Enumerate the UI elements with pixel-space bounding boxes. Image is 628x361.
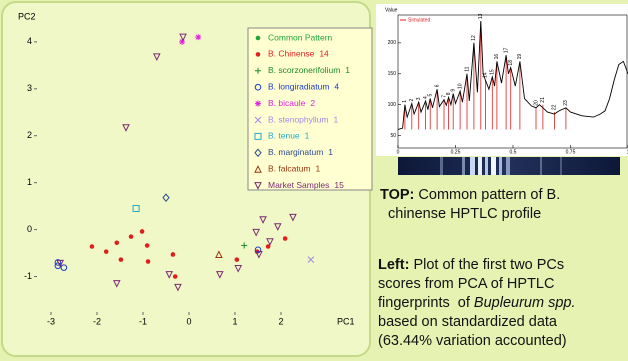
y-tick-label: 1 xyxy=(27,177,32,187)
y-tick-label: -1 xyxy=(24,271,32,281)
chromatogram-y-label: Value xyxy=(385,7,398,13)
y-tick-label: 200 xyxy=(388,40,397,46)
point xyxy=(179,39,185,45)
peak-label: 21 xyxy=(540,97,546,103)
legend-label: B. bicaule xyxy=(268,98,306,108)
peak-label: 18 xyxy=(508,60,514,66)
peak-label: 2 xyxy=(409,98,415,101)
peak-label: 12 xyxy=(471,35,477,41)
point xyxy=(146,259,151,264)
point xyxy=(90,244,95,249)
legend-count: 1 xyxy=(333,114,338,124)
caption-lead: TOP: xyxy=(380,187,414,203)
peak-label: 11 xyxy=(464,66,470,71)
point xyxy=(129,234,134,239)
legend-marker xyxy=(255,101,261,107)
peak-label: 15 xyxy=(490,69,496,75)
peak-label: 23 xyxy=(563,100,569,106)
caption-lead: Left: xyxy=(378,257,409,273)
left-caption: Left: Plot of the first two PCs xyxy=(378,257,564,273)
y-axis-label: PC2 xyxy=(18,11,36,21)
legend-marker xyxy=(256,52,261,57)
legend-label: B. tenue xyxy=(268,131,300,141)
peak-label: 17 xyxy=(503,47,509,53)
peak-label: 10 xyxy=(457,83,463,89)
legend-count: 4 xyxy=(334,81,339,91)
left-caption: fingerprints of Bupleurum spp. xyxy=(378,295,575,311)
x-tick-label: -3 xyxy=(47,316,55,326)
x-axis-label: PC1 xyxy=(337,316,355,326)
x-tick-label: -2 xyxy=(93,316,101,326)
x-tick-label: 0.5 xyxy=(510,149,517,155)
x-tick-label: 0 xyxy=(397,149,400,155)
peak-label: 9 xyxy=(451,89,457,92)
y-tick-label: 2 xyxy=(27,130,32,140)
top-caption: chinense HPTLC profile xyxy=(388,206,541,222)
caption-text: Common pattern of B. xyxy=(418,187,560,203)
caption-text: based on standardized data xyxy=(378,314,557,330)
y-tick-label: 100 xyxy=(388,102,397,108)
legend-label: Common Pattern xyxy=(268,32,333,42)
left-caption: based on standardized data xyxy=(378,314,557,330)
point xyxy=(283,236,288,241)
peak-label: 5 xyxy=(428,94,434,97)
peak-label: 13 xyxy=(478,13,484,19)
x-tick-label: 2 xyxy=(278,316,283,326)
caption-text: Plot of the first two PCs xyxy=(413,257,564,273)
caption-text: chinense HPTLC profile xyxy=(388,206,541,222)
caption-text: scores from PCA of HPTLC xyxy=(378,276,554,292)
legend-count: 15 xyxy=(334,180,344,190)
legend-count: 14 xyxy=(319,49,329,59)
legend-count: 1 xyxy=(316,163,321,173)
peak-label: 3 xyxy=(416,97,422,100)
x-tick-label: -1 xyxy=(139,316,147,326)
legend-label: B. stenophyllum xyxy=(268,114,328,124)
point xyxy=(119,257,124,262)
left-caption: (63.44% variation accounted) xyxy=(378,333,567,349)
caption-species: Bupleurum spp. xyxy=(474,295,576,311)
x-tick-label: 0 xyxy=(186,316,191,326)
caption-text: fingerprints of xyxy=(378,295,474,311)
caption-text: (63.44% variation accounted) xyxy=(378,333,567,349)
legend-label: Simulated xyxy=(408,17,430,23)
legend-label: B. longiradiatum xyxy=(268,81,329,91)
point xyxy=(195,34,201,40)
x-tick-label: 0.75 xyxy=(566,149,576,155)
x-tick-label: 1 xyxy=(232,316,237,326)
x-tick-label: 0.25 xyxy=(451,149,461,155)
legend-label: B. scorzonerifolium xyxy=(268,65,340,75)
point xyxy=(145,243,150,248)
peak-label: 19 xyxy=(517,54,523,60)
peak-label: 8 xyxy=(446,92,452,95)
point xyxy=(173,274,178,279)
legend-label: B. marginatum xyxy=(268,147,323,157)
legend-count: 2 xyxy=(310,98,315,108)
point xyxy=(171,252,176,257)
point xyxy=(114,240,119,245)
legend-label: B. falcatum xyxy=(268,163,311,173)
y-tick-label: 4 xyxy=(27,36,32,46)
peak-label: 6 xyxy=(434,84,440,87)
legend-count: 1 xyxy=(345,65,350,75)
y-tick-label: 3 xyxy=(27,83,32,93)
legend-label: B. Chinense xyxy=(268,49,315,59)
peak-label: 22 xyxy=(552,104,558,110)
peak-label: 1 xyxy=(402,100,408,103)
legend-count: 1 xyxy=(305,131,310,141)
left-caption: scores from PCA of HPTLC xyxy=(378,276,554,292)
peak-label: 16 xyxy=(494,54,500,60)
legend-marker xyxy=(256,36,261,41)
hptlc-strip xyxy=(398,157,620,175)
top-caption: TOP: Common pattern of B. xyxy=(380,187,560,203)
legend-count: 1 xyxy=(328,147,333,157)
peak-label: 20 xyxy=(533,100,539,106)
point xyxy=(235,257,240,262)
legend-label: Market Samples xyxy=(268,180,329,190)
y-tick-label: 50 xyxy=(390,133,396,139)
page: PC2 PC1 Value -3-2-1012-101234Common Pat… xyxy=(0,0,628,361)
point xyxy=(104,249,109,254)
y-tick-label: 150 xyxy=(388,71,397,77)
point xyxy=(140,229,145,234)
y-tick-label: 0 xyxy=(27,224,32,234)
